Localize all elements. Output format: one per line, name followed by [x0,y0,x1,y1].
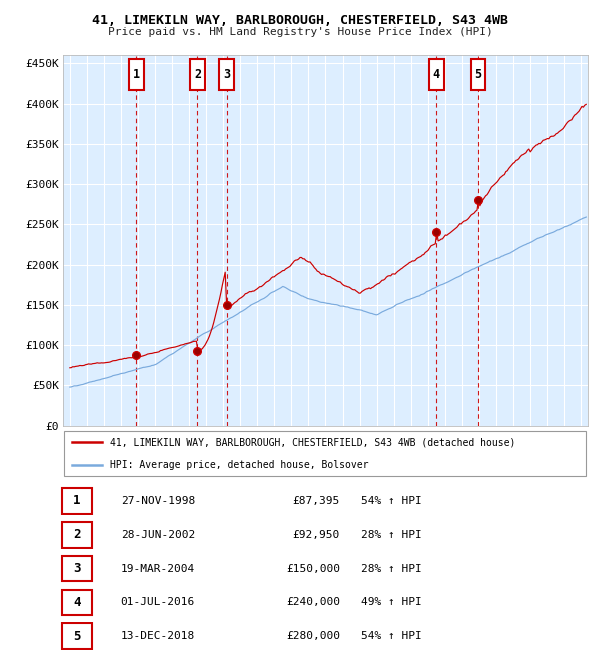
Text: 2: 2 [194,68,201,81]
Text: 19-MAR-2004: 19-MAR-2004 [121,564,195,573]
Text: £87,395: £87,395 [293,496,340,506]
Text: 54% ↑ HPI: 54% ↑ HPI [361,496,422,506]
Text: 3: 3 [223,68,230,81]
Text: 01-JUL-2016: 01-JUL-2016 [121,597,195,607]
Text: £280,000: £280,000 [286,631,340,641]
Text: £240,000: £240,000 [286,597,340,607]
Text: 41, LIMEKILN WAY, BARLBOROUGH, CHESTERFIELD, S43 4WB (detached house): 41, LIMEKILN WAY, BARLBOROUGH, CHESTERFI… [110,437,515,447]
Text: 5: 5 [475,68,482,81]
Text: HPI: Average price, detached house, Bolsover: HPI: Average price, detached house, Bols… [110,460,369,469]
Text: 2: 2 [73,528,80,541]
Text: 28% ↑ HPI: 28% ↑ HPI [361,530,422,540]
Text: 1: 1 [73,495,80,508]
FancyBboxPatch shape [129,59,143,90]
Text: 5: 5 [73,630,80,643]
Text: £150,000: £150,000 [286,564,340,573]
FancyBboxPatch shape [64,431,586,476]
Text: Price paid vs. HM Land Registry's House Price Index (HPI): Price paid vs. HM Land Registry's House … [107,27,493,37]
FancyBboxPatch shape [62,590,92,615]
FancyBboxPatch shape [429,59,443,90]
Text: £92,950: £92,950 [293,530,340,540]
Text: 4: 4 [73,596,80,609]
FancyBboxPatch shape [62,556,92,581]
FancyBboxPatch shape [471,59,485,90]
Text: 28% ↑ HPI: 28% ↑ HPI [361,564,422,573]
Text: 49% ↑ HPI: 49% ↑ HPI [361,597,422,607]
FancyBboxPatch shape [62,522,92,547]
FancyBboxPatch shape [220,59,234,90]
FancyBboxPatch shape [62,488,92,514]
Text: 4: 4 [433,68,440,81]
Text: 27-NOV-1998: 27-NOV-1998 [121,496,195,506]
FancyBboxPatch shape [62,623,92,649]
FancyBboxPatch shape [190,59,205,90]
Text: 13-DEC-2018: 13-DEC-2018 [121,631,195,641]
Text: 1: 1 [133,68,140,81]
Text: 28-JUN-2002: 28-JUN-2002 [121,530,195,540]
Text: 41, LIMEKILN WAY, BARLBOROUGH, CHESTERFIELD, S43 4WB: 41, LIMEKILN WAY, BARLBOROUGH, CHESTERFI… [92,14,508,27]
Text: 54% ↑ HPI: 54% ↑ HPI [361,631,422,641]
Text: 3: 3 [73,562,80,575]
